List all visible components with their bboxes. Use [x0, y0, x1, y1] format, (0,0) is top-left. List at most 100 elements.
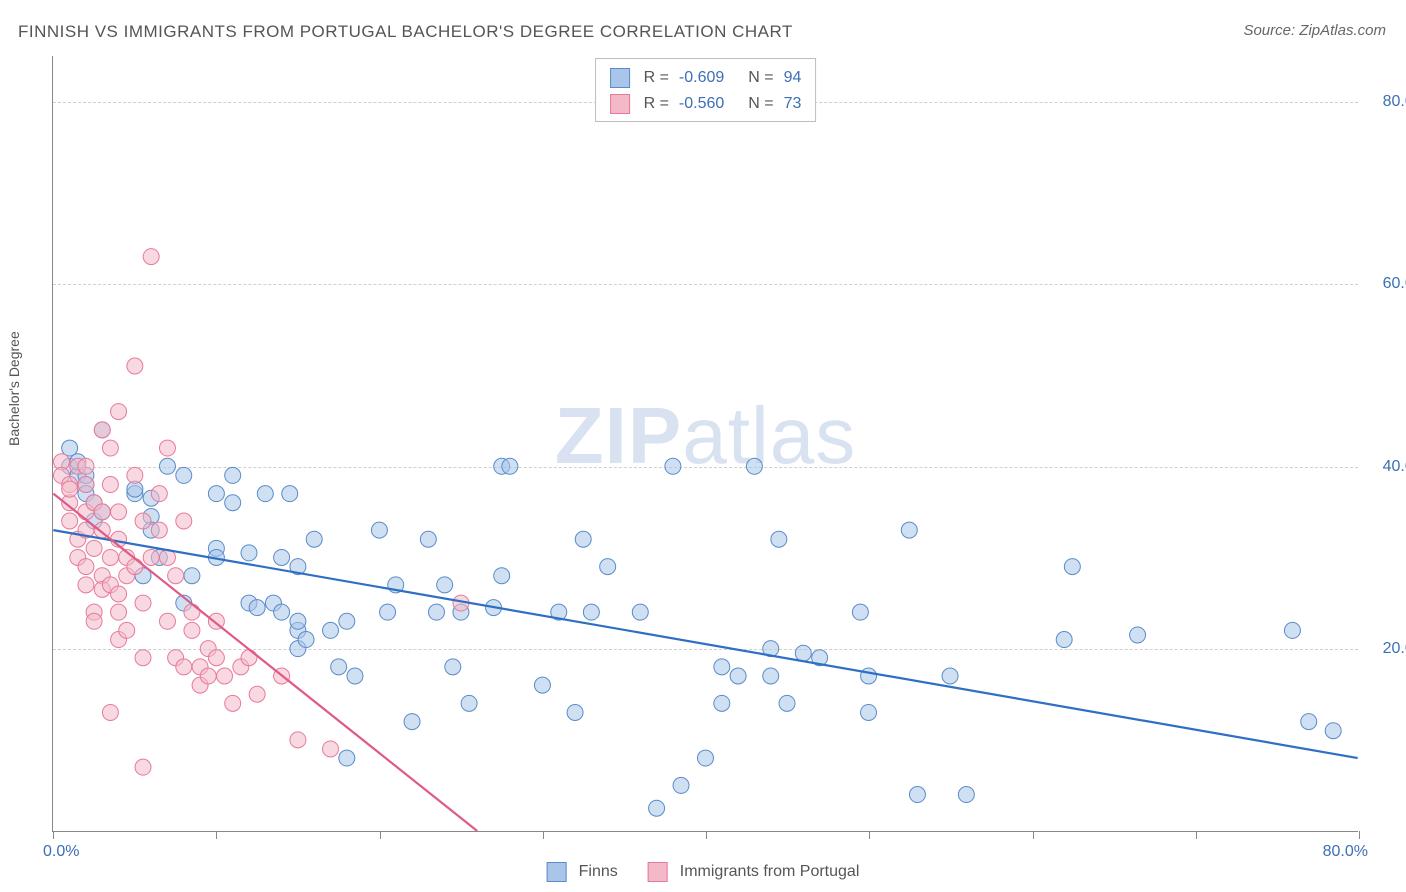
x-tick	[1196, 831, 1197, 839]
legend-swatch	[610, 68, 630, 88]
y-tick-label: 20.0%	[1368, 640, 1406, 658]
legend-label: Immigrants from Portugal	[680, 863, 860, 881]
scatter-point	[135, 595, 151, 611]
stat-r-value: -0.560	[679, 91, 724, 117]
chart-title: FINNISH VS IMMIGRANTS FROM PORTUGAL BACH…	[18, 22, 793, 42]
scatter-point	[298, 632, 314, 648]
scatter-point	[143, 249, 159, 265]
scatter-point	[771, 531, 787, 547]
scatter-point	[249, 600, 265, 616]
x-tick	[53, 831, 54, 839]
scatter-point	[371, 522, 387, 538]
scatter-point	[1064, 559, 1080, 575]
scatter-point	[958, 787, 974, 803]
scatter-point	[714, 695, 730, 711]
plot-area: ZIPatlas 20.0%40.0%60.0%80.0% 0.0% 80.0%…	[52, 56, 1358, 832]
x-axis-max-label: 80.0%	[1323, 843, 1368, 861]
scatter-point	[1130, 627, 1146, 643]
scatter-point	[274, 549, 290, 565]
scatter-point	[168, 568, 184, 584]
scatter-point	[241, 545, 257, 561]
scatter-point	[698, 750, 714, 766]
scatter-point	[200, 668, 216, 684]
scatter-point	[534, 677, 550, 693]
scatter-point	[1325, 723, 1341, 739]
scatter-point	[111, 404, 127, 420]
scatter-point	[763, 668, 779, 684]
stat-r-label: R =	[644, 91, 669, 117]
scatter-point	[127, 358, 143, 374]
scatter-point	[461, 695, 477, 711]
scatter-point	[323, 622, 339, 638]
scatter-point	[78, 577, 94, 593]
scatter-point	[86, 613, 102, 629]
scatter-point	[909, 787, 925, 803]
scatter-svg	[53, 56, 1358, 831]
legend-label: Finns	[579, 863, 618, 881]
scatter-point	[111, 604, 127, 620]
scatter-point	[1056, 632, 1072, 648]
x-tick	[1033, 831, 1034, 839]
scatter-point	[437, 577, 453, 593]
scatter-point	[779, 695, 795, 711]
scatter-point	[208, 486, 224, 502]
scatter-point	[339, 750, 355, 766]
scatter-point	[208, 650, 224, 666]
scatter-point	[78, 559, 94, 575]
scatter-point	[241, 650, 257, 666]
stats-legend: R = -0.609N = 94R = -0.560N = 73	[595, 58, 817, 122]
scatter-point	[502, 458, 518, 474]
legend-swatch	[648, 862, 668, 882]
x-tick	[706, 831, 707, 839]
scatter-point	[176, 513, 192, 529]
scatter-point	[323, 741, 339, 757]
legend-swatch	[547, 862, 567, 882]
scatter-point	[746, 458, 762, 474]
scatter-point	[852, 604, 868, 620]
scatter-point	[673, 777, 689, 793]
scatter-point	[78, 477, 94, 493]
scatter-point	[600, 559, 616, 575]
scatter-point	[184, 622, 200, 638]
scatter-point	[151, 486, 167, 502]
stat-r-value: -0.609	[679, 65, 724, 91]
x-tick	[216, 831, 217, 839]
x-axis-min-label: 0.0%	[43, 843, 79, 861]
scatter-point	[290, 732, 306, 748]
legend-item: Finns	[547, 862, 618, 882]
scatter-point	[282, 486, 298, 502]
y-tick-label: 40.0%	[1368, 458, 1406, 476]
scatter-point	[404, 714, 420, 730]
regression-line	[53, 530, 1357, 758]
scatter-point	[159, 613, 175, 629]
scatter-point	[102, 704, 118, 720]
scatter-point	[274, 604, 290, 620]
scatter-point	[901, 522, 917, 538]
scatter-point	[331, 659, 347, 675]
scatter-point	[942, 668, 958, 684]
scatter-point	[665, 458, 681, 474]
scatter-point	[102, 477, 118, 493]
x-tick	[869, 831, 870, 839]
legend-item: Immigrants from Portugal	[648, 862, 860, 882]
stats-legend-row: R = -0.609N = 94	[610, 65, 802, 91]
scatter-point	[62, 513, 78, 529]
scatter-point	[151, 522, 167, 538]
scatter-point	[217, 668, 233, 684]
scatter-point	[649, 800, 665, 816]
scatter-point	[730, 668, 746, 684]
scatter-point	[119, 622, 135, 638]
scatter-point	[632, 604, 648, 620]
scatter-point	[567, 704, 583, 720]
y-tick-label: 60.0%	[1368, 275, 1406, 293]
scatter-point	[143, 549, 159, 565]
scatter-point	[861, 668, 877, 684]
scatter-point	[111, 504, 127, 520]
stat-n-value: 73	[784, 91, 802, 117]
stats-legend-row: R = -0.560N = 73	[610, 91, 802, 117]
regression-line	[53, 494, 477, 831]
y-axis-label: Bachelor's Degree	[6, 331, 22, 446]
scatter-point	[94, 504, 110, 520]
scatter-point	[428, 604, 444, 620]
scatter-point	[94, 422, 110, 438]
